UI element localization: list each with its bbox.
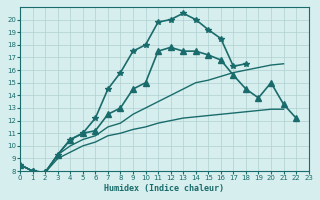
X-axis label: Humidex (Indice chaleur): Humidex (Indice chaleur) <box>104 184 224 193</box>
